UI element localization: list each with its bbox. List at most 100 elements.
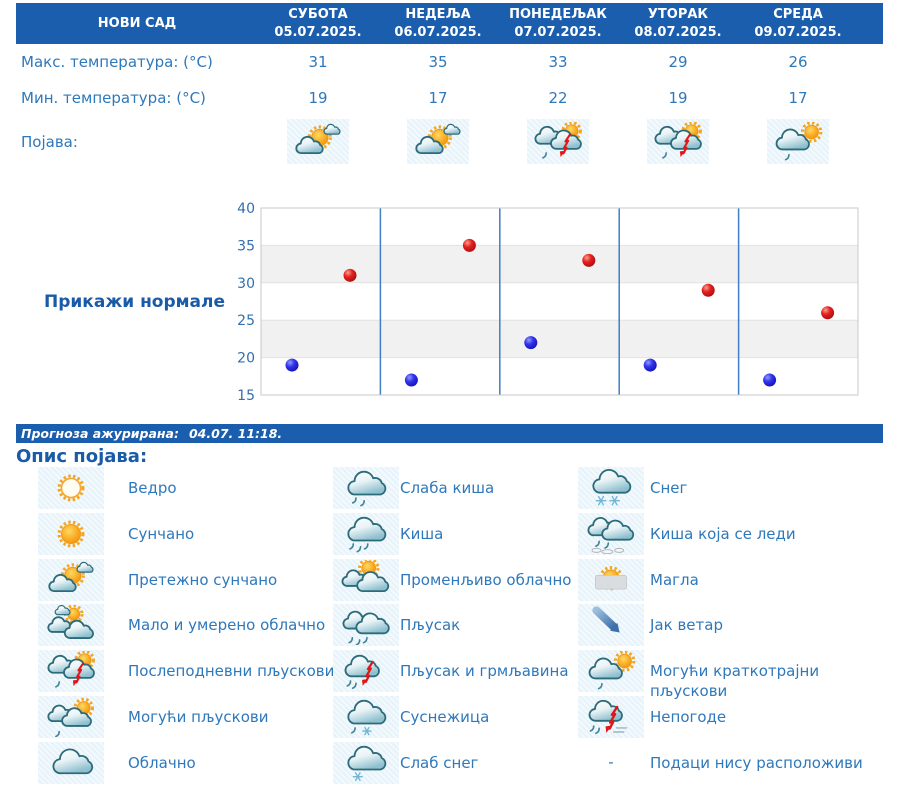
day-date: 05.07.2025. — [274, 24, 362, 40]
phenomena-cell — [618, 119, 738, 165]
possible-brief-showers-icon — [578, 650, 644, 693]
phenomena-icons — [258, 119, 858, 165]
svg-text:25: 25 — [237, 313, 255, 329]
snow-icon — [578, 467, 644, 509]
day-name: ПОНЕДЕЉАК — [509, 6, 607, 22]
chart-region: Прикажи нормале 40 35 30 25 20 15 — [0, 200, 900, 415]
legend-item-label: Пљусак — [400, 616, 461, 635]
svg-text:20: 20 — [237, 351, 255, 367]
max-temp-value: 31 — [308, 53, 328, 71]
chart-point-min — [643, 358, 657, 372]
legend-item-label: Снег — [650, 479, 688, 497]
sunny-icon — [38, 512, 104, 555]
chart-point-max — [343, 268, 357, 282]
chart-point-min — [763, 373, 777, 387]
legend-item-label: Облачно — [128, 753, 196, 772]
phenomena-cell — [498, 119, 618, 165]
day-header-4: УТОРАК 08.07.2025. — [618, 6, 738, 41]
min-temp-value: 17 — [788, 89, 808, 107]
variable-cloudy-icon — [333, 558, 399, 601]
max-temp-value: 26 — [788, 53, 808, 71]
sleet-icon — [333, 696, 399, 738]
min-temp-values: 19 17 22 19 17 — [258, 89, 858, 107]
afternoon-showers-icon — [647, 119, 709, 164]
rain-icon — [333, 512, 399, 555]
max-temp-values: 31 35 33 29 26 — [258, 53, 858, 71]
possible-showers-icon — [38, 696, 104, 738]
freezing-rain-icon — [578, 512, 644, 555]
light-snow-icon — [333, 741, 399, 784]
day-name: УТОРАК — [647, 6, 709, 22]
max-temp-label: Макс. температура: (°C) — [21, 53, 213, 71]
legend-item-label: Послеподневни пљускови — [128, 662, 335, 681]
temperature-chart: 40 35 30 25 20 15 — [222, 200, 867, 416]
max-temp-value: 33 — [548, 53, 568, 71]
cloudy-icon — [38, 741, 104, 784]
fog-icon — [578, 558, 644, 601]
legend-item-label: Јак ветар — [650, 616, 723, 635]
update-bar: Прогноза ажурирана: 04.07. 11:18. — [16, 424, 883, 443]
city-name: НОВИ САД — [97, 16, 177, 31]
day-headers: СУБОТА 05.07.2025. НЕДЕЉА 06.07.2025. ПОНЕДЕ… — [258, 6, 858, 41]
phenomena-cell — [378, 119, 498, 165]
legend-item-label: Слаба киша — [400, 479, 495, 497]
day-header-3: ПОНЕДЕЉАК 07.07.2025. — [498, 6, 618, 41]
phenomena-cell — [738, 119, 858, 165]
svg-text:30: 30 — [237, 276, 255, 292]
legend-item-label: Магла — [650, 570, 699, 589]
legend-item-label: Подаци нису расположиви — [650, 753, 863, 772]
clear-icon — [38, 467, 104, 509]
day-header-1: СУБОТА 05.07.2025. — [258, 6, 378, 41]
legend-item-label: Могући краткотрајни пљускови — [650, 662, 820, 701]
min-temp-value: 19 — [668, 89, 688, 107]
legend-item-label: Сунчано — [128, 524, 195, 543]
legend-item-label: Киша — [400, 524, 444, 543]
phenomena-label: Појава: — [21, 133, 78, 151]
legend-item-label: Пљусак и грмљавина — [400, 662, 569, 681]
possible-brief-showers-icon — [767, 119, 829, 164]
light-rain-icon — [333, 467, 399, 509]
thunderstorm-icon — [333, 650, 399, 693]
legend-item-label: Непогоде — [650, 708, 727, 726]
afternoon-showers-icon — [38, 650, 104, 693]
min-temp-value: 17 — [428, 89, 448, 107]
day-header-5: СРЕДА 09.07.2025. — [738, 6, 858, 41]
shower-icon — [333, 604, 399, 647]
day-header-2: НЕДЕЉА 06.07.2025. — [378, 6, 498, 41]
phenomena-row: Појава: — [16, 119, 883, 165]
update-time: 04.07. 11:18. — [188, 426, 283, 441]
no-data-dash: - — [608, 752, 614, 771]
update-label: Прогноза ажурирана: — [21, 426, 179, 441]
phenomena-legend: Ведро Сунчано Претежно сунчано Мало и умере… — [0, 467, 900, 793]
legend-item-label: Променљиво облачно — [400, 570, 572, 589]
legend-item-label: Слаб снег — [400, 753, 479, 772]
svg-text:35: 35 — [237, 238, 255, 254]
day-name: СРЕДА — [773, 6, 823, 22]
storms-icon — [578, 696, 644, 738]
day-name: НЕДЕЉА — [405, 6, 471, 22]
min-temp-value: 19 — [308, 89, 328, 107]
chart-point-max — [462, 238, 476, 252]
phenomena-cell — [258, 119, 378, 165]
legend-item-label: Претежно сунчано — [128, 570, 278, 589]
max-temp-value: 29 — [668, 53, 688, 71]
legend-item-label: Мало и умерено облачно — [128, 616, 326, 635]
chart-point-max — [582, 253, 596, 267]
partly-cloudy-icon — [38, 604, 104, 647]
day-name: СУБОТА — [288, 6, 348, 22]
min-temp-value: 22 — [548, 89, 568, 107]
day-date: 07.07.2025. — [514, 24, 602, 40]
legend-item-label: Ведро — [128, 479, 177, 497]
legend-item-label: Киша која се леди — [650, 524, 796, 543]
show-normals-link[interactable]: Прикажи нормале — [44, 292, 226, 312]
chart-point-max — [821, 306, 835, 320]
day-date: 08.07.2025. — [634, 24, 722, 40]
max-temp-value: 35 — [428, 53, 448, 71]
chart-point-min — [404, 373, 418, 387]
strong-wind-icon — [578, 604, 644, 647]
chart-point-min — [524, 336, 538, 350]
day-date: 06.07.2025. — [394, 24, 482, 40]
mostly-sunny-icon — [407, 119, 469, 164]
mostly-sunny-icon — [38, 558, 104, 601]
